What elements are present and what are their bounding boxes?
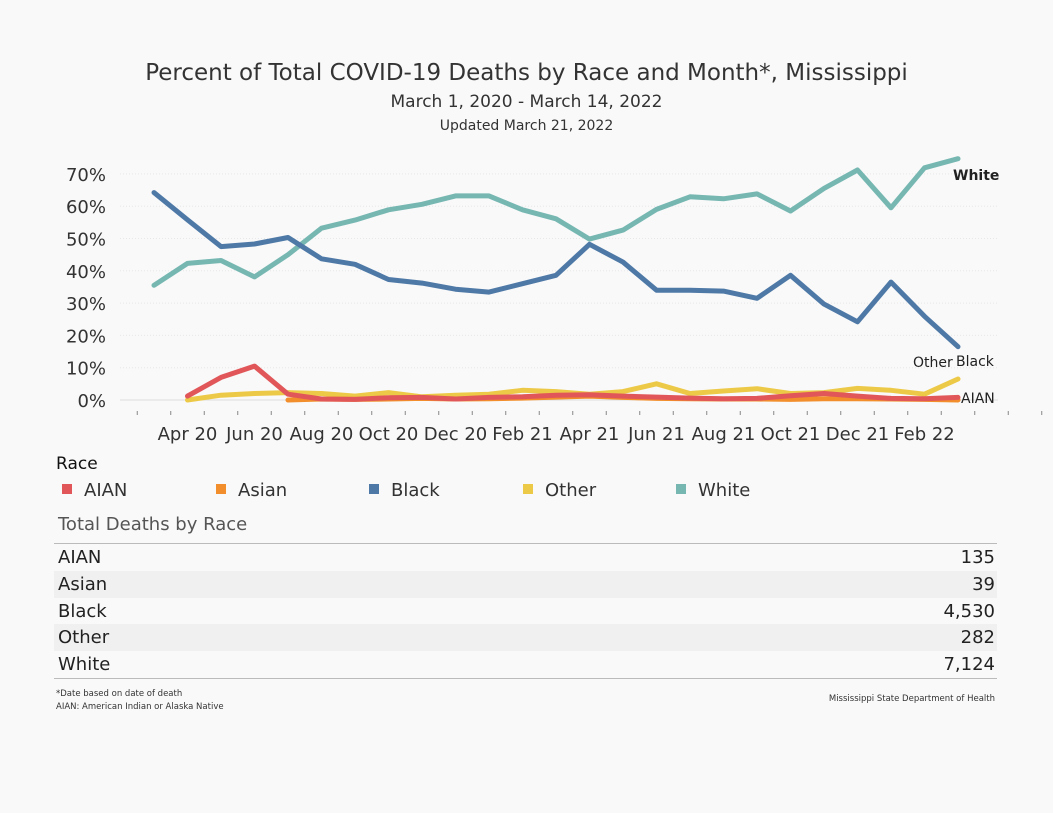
x-tick-label: Aug 20 (290, 424, 354, 445)
x-tick-label: Jun 20 (225, 424, 283, 445)
table-row: Asian 39 (54, 570, 997, 598)
x-axis: Apr 20 Jun 20 Aug 20 Oct 20 Dec 20 Feb 21 Apr … (120, 399, 1043, 445)
x-tick-label: Feb 21 (492, 424, 553, 445)
series-line-white[interactable] (151, 156, 961, 288)
chart-title: Percent of Total COVID-19 Deaths by Race… (145, 60, 908, 86)
line-label-aian: AIAN (961, 391, 995, 407)
x-tick-label: Feb 22 (894, 424, 955, 445)
x-tick-label: Oct 21 (761, 424, 821, 445)
footnote-aian: AIAN: American Indian or Alaska Native (56, 702, 224, 712)
series-line-black[interactable] (151, 190, 961, 350)
legend-item-white[interactable]: White (676, 480, 750, 501)
x-tick-label: Oct 20 (359, 424, 419, 445)
line-chart: 0% 10% 20% 30% 40% 50% 60% 70% Apr 20 Jun 20 Aug … (66, 156, 1043, 445)
x-tick-label: Jun 21 (627, 424, 685, 445)
race-name: AIAN (58, 547, 102, 568)
x-tick-label: Apr 20 (158, 424, 218, 445)
y-tick-label: 40% (66, 262, 106, 283)
y-tick-label: 50% (66, 230, 106, 251)
race-name: Asian (58, 573, 108, 595)
legend-swatch-other (523, 484, 533, 494)
death-count: 4,530 (943, 600, 995, 622)
series-line-aian[interactable] (185, 363, 961, 402)
chart-updated-date: Updated March 21, 2022 (439, 118, 614, 134)
table-row: Other 282 (54, 624, 997, 652)
legend-label-aian: AIAN (84, 480, 128, 501)
line-label-black: Black (956, 354, 995, 370)
x-tick-label: Apr 21 (560, 424, 620, 445)
table-row: AIAN 135 (54, 544, 997, 571)
legend-item-other[interactable]: Other (523, 480, 596, 501)
y-tick-label: 30% (66, 294, 106, 315)
x-tick-label: Aug 21 (692, 424, 756, 445)
death-count: 7,124 (943, 654, 995, 676)
y-tick-label: 10% (66, 359, 106, 380)
legend-swatch-white (676, 484, 686, 494)
race-name: Black (58, 600, 107, 622)
legend-label-white: White (698, 480, 751, 501)
chart-subtitle: March 1, 2020 - March 14, 2022 (390, 92, 663, 112)
legend-title: Race (56, 454, 98, 474)
legend-label-asian: Asian (238, 480, 288, 501)
table-row: Black 4,530 (54, 598, 997, 625)
death-count: 39 (972, 573, 995, 595)
legend-item-asian[interactable]: Asian (216, 480, 287, 501)
line-label-other: Other (913, 355, 953, 371)
source-credit: Mississippi State Department of Health (828, 694, 995, 704)
y-tick-label: 0% (77, 391, 106, 412)
y-tick-label: 20% (66, 326, 106, 347)
totals-table-title: Total Deaths by Race (58, 514, 248, 535)
footnote-date: *Date based on date of death (56, 689, 183, 699)
line-label-white: White (953, 168, 999, 184)
totals-table: AIAN 135 Asian 39 Black 4,530 Other 282 … (54, 543, 997, 679)
y-tick-label: 70% (66, 165, 106, 186)
series-lines (151, 156, 961, 403)
death-count: 135 (960, 547, 995, 568)
legend-item-aian[interactable]: AIAN (62, 480, 127, 501)
legend-swatch-aian (62, 484, 72, 494)
table-row: White 7,124 (54, 651, 997, 678)
legend-swatch-asian (216, 484, 226, 494)
x-tick-label: Dec 20 (424, 424, 487, 445)
x-tick-label: Dec 21 (826, 424, 889, 445)
legend-label-other: Other (545, 480, 597, 501)
race-name: Other (58, 627, 110, 649)
legend-item-black[interactable]: Black (369, 480, 440, 501)
footnotes: *Date based on date of death AIAN: Ameri… (56, 688, 224, 714)
race-name: White (58, 654, 111, 676)
y-tick-label: 60% (66, 197, 106, 218)
legend-label-black: Black (391, 480, 440, 501)
y-axis-tick-labels: 0% 10% 20% 30% 40% 50% 60% 70% (66, 165, 106, 412)
legend-swatch-black (369, 484, 379, 494)
death-count: 282 (960, 627, 995, 649)
